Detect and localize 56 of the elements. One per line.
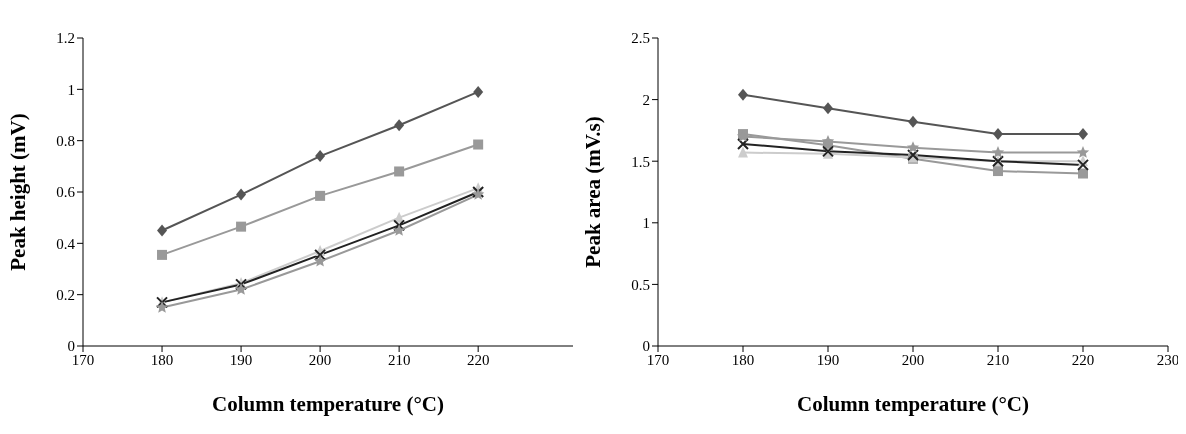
x-tick-label: 210 xyxy=(986,351,1010,368)
point xyxy=(1078,168,1088,179)
point xyxy=(393,219,406,232)
point xyxy=(234,283,248,295)
point xyxy=(155,301,169,313)
point xyxy=(392,224,406,236)
y-tick-label: 1 xyxy=(642,215,650,232)
y-tick-label: 1 xyxy=(67,81,75,98)
x-tick-label: 190 xyxy=(229,351,253,368)
y-tick-label: 0.8 xyxy=(56,132,75,149)
point xyxy=(473,139,484,150)
x-axis-title: Column temperature (°C) xyxy=(212,392,444,416)
point xyxy=(314,248,327,261)
x-axis-title: Column temperature (°C) xyxy=(797,392,1029,416)
point xyxy=(394,119,405,132)
x-tick-label: 230 xyxy=(1156,351,1180,368)
y-tick-label: 1.5 xyxy=(631,153,650,170)
x-tick-label: 180 xyxy=(731,351,755,368)
y-tick-label: 1.2 xyxy=(56,30,75,47)
y-tick-label: 0.5 xyxy=(631,276,650,293)
point xyxy=(823,102,833,115)
y-tick-label: 2 xyxy=(642,91,650,108)
point xyxy=(1076,146,1090,158)
y-axis-title: Peak height (mV) xyxy=(6,113,31,271)
x-tick-label: 200 xyxy=(901,351,925,368)
y-tick-label: 0.4 xyxy=(56,235,76,252)
y-axis-title: Peak area (mV.s) xyxy=(581,116,606,268)
x-tick-label: 210 xyxy=(387,351,411,368)
x-tick-label: 190 xyxy=(816,351,840,368)
point xyxy=(236,188,247,201)
point xyxy=(157,249,168,260)
point xyxy=(1077,158,1089,171)
x-tick-label: 220 xyxy=(466,351,490,368)
y-tick-label: 0.2 xyxy=(56,286,75,303)
point xyxy=(993,128,1003,141)
point xyxy=(993,166,1003,177)
x-tick-label: 180 xyxy=(150,351,174,368)
point xyxy=(236,221,247,232)
point xyxy=(821,134,835,147)
point xyxy=(906,141,920,153)
point xyxy=(738,88,748,101)
point xyxy=(1078,128,1088,141)
point xyxy=(738,146,748,158)
y-tick-label: 0.6 xyxy=(56,184,76,201)
x-tick-label: 220 xyxy=(1071,351,1095,368)
point xyxy=(473,85,484,98)
point xyxy=(157,224,168,237)
point xyxy=(737,137,749,150)
point xyxy=(394,166,405,177)
y-tick-label: 2.5 xyxy=(631,30,650,47)
point xyxy=(313,254,327,267)
point xyxy=(315,190,326,201)
point xyxy=(991,146,1005,158)
x-tick-label: 200 xyxy=(308,351,332,368)
point xyxy=(908,115,918,128)
point xyxy=(315,150,326,163)
